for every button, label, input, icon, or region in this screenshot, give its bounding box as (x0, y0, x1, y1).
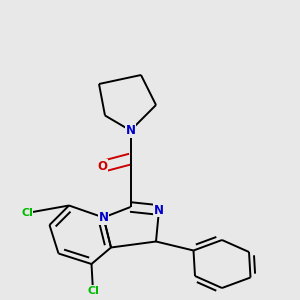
Text: O: O (97, 160, 107, 173)
Text: Cl: Cl (21, 208, 33, 218)
Text: N: N (98, 211, 109, 224)
Text: N: N (125, 124, 136, 137)
Text: Cl: Cl (87, 286, 99, 296)
Text: N: N (154, 203, 164, 217)
